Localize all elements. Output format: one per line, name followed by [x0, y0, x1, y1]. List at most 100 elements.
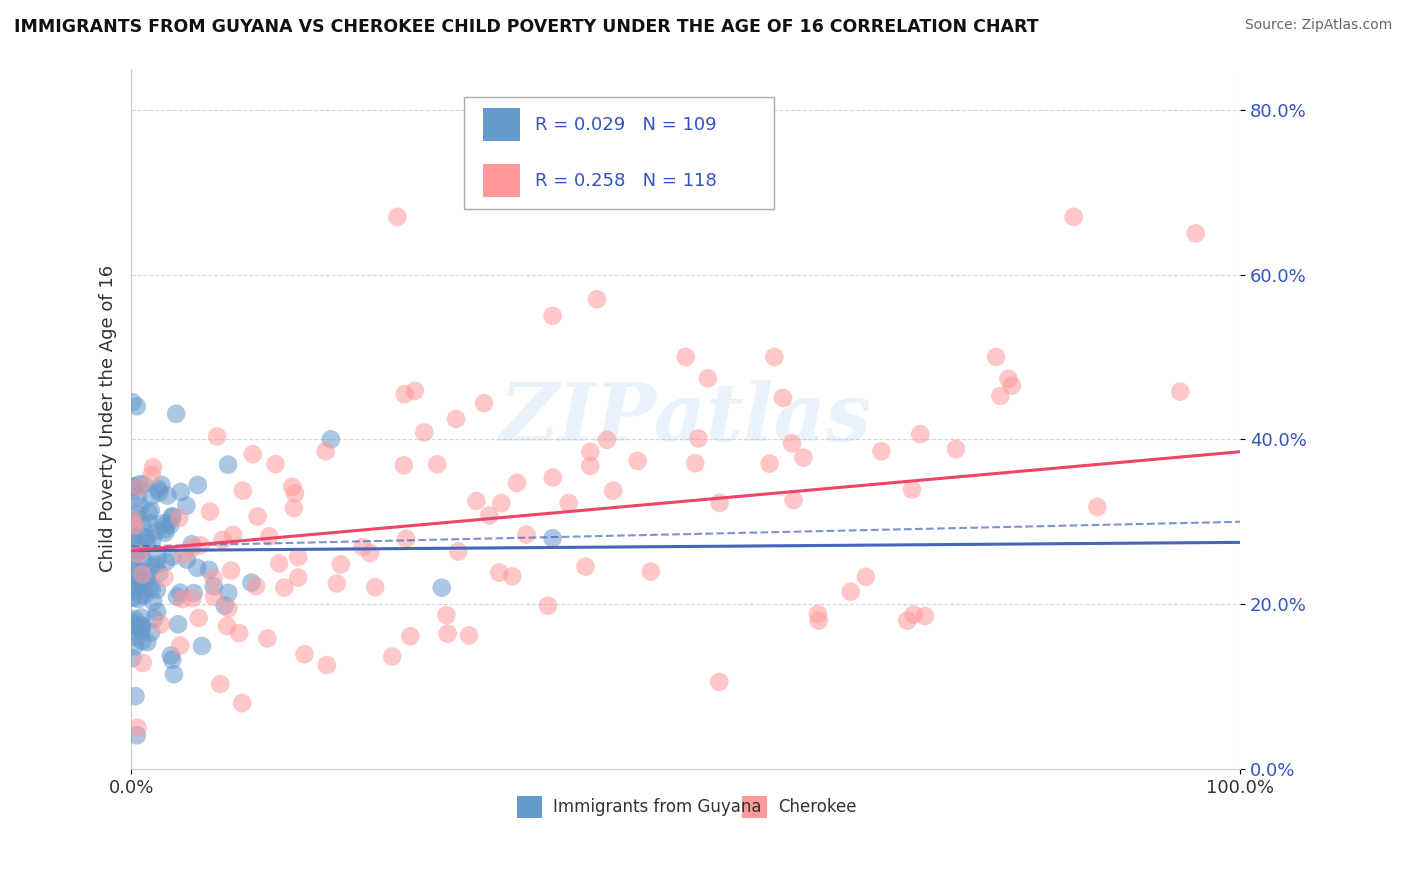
Point — [150, 478, 173, 492]
Point — [640, 565, 662, 579]
Point — [281, 480, 304, 494]
Point — [129, 623, 152, 637]
Point — [472, 396, 495, 410]
Point — [870, 444, 893, 458]
Point — [127, 631, 149, 645]
Point — [132, 530, 155, 544]
Point — [579, 458, 602, 473]
Point — [896, 614, 918, 628]
Point — [145, 558, 167, 572]
Point — [1001, 378, 1024, 392]
Point — [121, 483, 143, 498]
Point — [191, 639, 214, 653]
Point — [515, 527, 537, 541]
Point — [187, 611, 209, 625]
Point — [127, 592, 149, 607]
Point — [447, 544, 470, 558]
Point — [269, 557, 291, 571]
Point — [132, 656, 155, 670]
Point — [135, 536, 157, 550]
Point — [165, 407, 187, 421]
Point — [155, 522, 177, 536]
Point — [780, 436, 803, 450]
Point — [122, 534, 145, 549]
Text: R = 0.029   N = 109: R = 0.029 N = 109 — [534, 116, 716, 134]
Point — [139, 516, 162, 531]
Point — [162, 509, 184, 524]
Point — [187, 478, 209, 492]
Point — [121, 614, 143, 628]
Point — [145, 524, 167, 538]
Point — [155, 555, 177, 569]
Point — [136, 635, 159, 649]
Point — [181, 591, 204, 606]
Point — [792, 450, 814, 465]
Point — [128, 573, 150, 587]
Point — [245, 579, 267, 593]
Point — [1063, 210, 1085, 224]
Point — [945, 442, 967, 456]
Point — [287, 549, 309, 564]
Point — [149, 617, 172, 632]
Point — [129, 619, 152, 633]
Point — [205, 429, 228, 443]
Point — [183, 586, 205, 600]
Text: ZIPatlas: ZIPatlas — [499, 380, 872, 458]
Point — [186, 561, 208, 575]
Point — [122, 565, 145, 579]
Point — [910, 427, 932, 442]
Point — [131, 624, 153, 638]
Point — [121, 395, 143, 409]
Point — [387, 210, 409, 224]
Point — [839, 584, 862, 599]
Point — [125, 542, 148, 557]
Point — [222, 528, 245, 542]
Point — [170, 485, 193, 500]
Point — [152, 516, 174, 531]
Point — [160, 509, 183, 524]
Text: IMMIGRANTS FROM GUYANA VS CHEROKEE CHILD POVERTY UNDER THE AGE OF 16 CORRELATION: IMMIGRANTS FROM GUYANA VS CHEROKEE CHILD… — [14, 18, 1039, 36]
Point — [294, 647, 316, 661]
Point — [146, 550, 169, 565]
Point — [180, 537, 202, 551]
Text: Cherokee: Cherokee — [779, 797, 856, 816]
Point — [166, 590, 188, 604]
Point — [627, 454, 650, 468]
Point — [146, 605, 169, 619]
Point — [352, 540, 374, 554]
Y-axis label: Child Poverty Under the Age of 16: Child Poverty Under the Age of 16 — [100, 265, 117, 573]
Point — [121, 525, 143, 540]
Point — [131, 543, 153, 558]
Point — [242, 447, 264, 461]
Point — [807, 607, 830, 621]
Point — [772, 391, 794, 405]
Point — [232, 483, 254, 498]
Point — [855, 570, 877, 584]
Point — [129, 500, 152, 514]
Point — [163, 667, 186, 681]
Point — [122, 584, 145, 599]
Point — [436, 626, 458, 640]
Point — [131, 618, 153, 632]
Point — [506, 475, 529, 490]
Point — [315, 444, 337, 458]
Point — [167, 617, 190, 632]
Point — [122, 512, 145, 526]
Point — [124, 617, 146, 632]
Point — [127, 721, 149, 735]
Point — [541, 309, 564, 323]
Point — [202, 590, 225, 604]
Point — [763, 350, 786, 364]
Point — [465, 494, 488, 508]
Point — [557, 496, 579, 510]
Point — [122, 531, 145, 545]
Point — [125, 564, 148, 578]
Point — [217, 586, 239, 600]
Point — [284, 486, 307, 500]
Point — [1184, 227, 1206, 241]
Point — [132, 477, 155, 491]
Point — [180, 541, 202, 556]
Point — [142, 460, 165, 475]
Point — [198, 505, 221, 519]
Point — [209, 677, 232, 691]
